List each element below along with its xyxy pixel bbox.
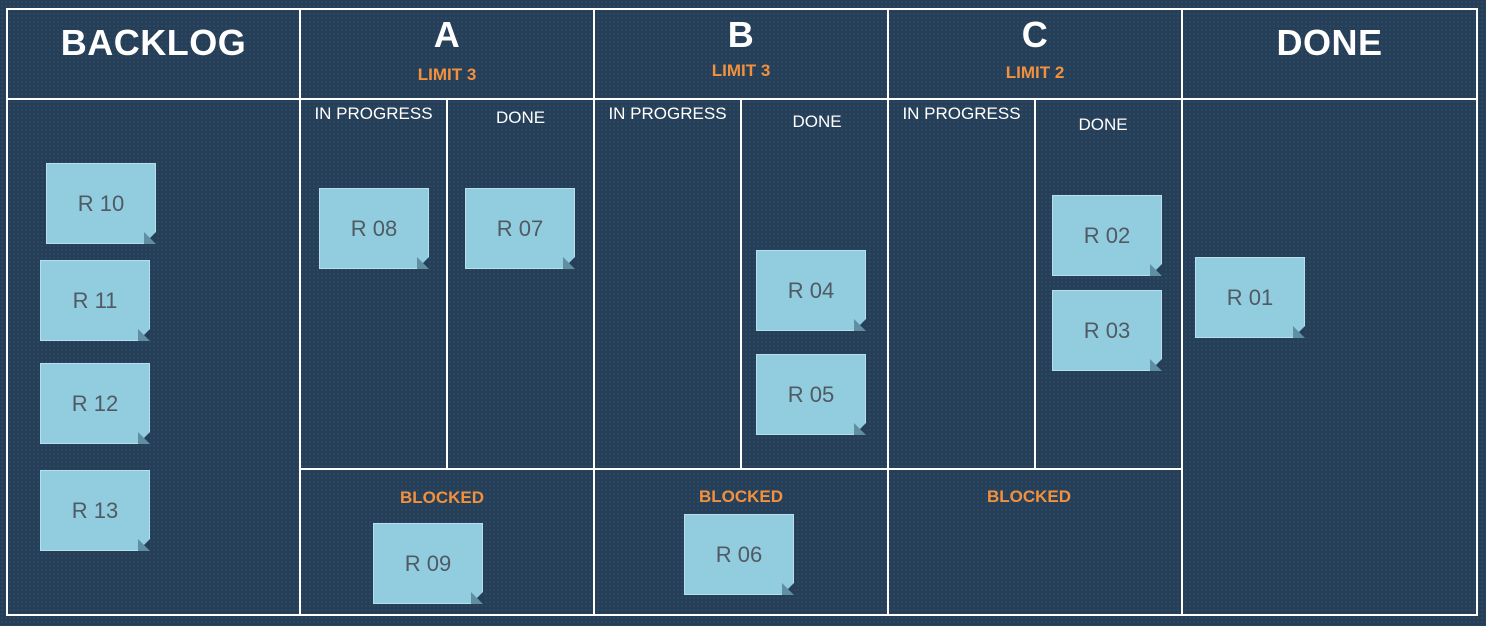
blocked-label-b: BLOCKED <box>698 487 784 506</box>
card-r13[interactable]: R 13 <box>40 470 150 551</box>
card-label: R 07 <box>496 215 544 241</box>
column-title-done: DONE <box>1276 22 1383 63</box>
card-r09[interactable]: R 09 <box>373 523 483 604</box>
limit-label-b: LIMIT 3 <box>711 61 771 80</box>
card-label: R 08 <box>350 215 398 241</box>
card-label: R 06 <box>715 541 763 567</box>
header-divider <box>6 98 1478 100</box>
subcolumn-done-a: DONE <box>495 108 546 127</box>
board-border-top <box>6 8 1478 10</box>
limit-label-a: LIMIT 3 <box>417 65 477 84</box>
subcolumn-divider-a <box>446 98 448 470</box>
subcolumn-done-c: DONE <box>1078 115 1128 134</box>
card-label: R 05 <box>787 381 835 407</box>
subcolumn-divider-c <box>1034 98 1036 470</box>
card-r01[interactable]: R 01 <box>1195 257 1305 338</box>
card-r03[interactable]: R 03 <box>1052 290 1162 371</box>
card-r12[interactable]: R 12 <box>40 363 150 444</box>
card-label: R 03 <box>1083 317 1131 343</box>
board-border-bottom <box>6 614 1478 616</box>
column-divider-1 <box>299 8 301 616</box>
subcolumn-divider-b <box>740 98 742 470</box>
card-r05[interactable]: R 05 <box>756 354 866 435</box>
limit-label-c: LIMIT 2 <box>1005 63 1065 82</box>
card-label: R 13 <box>71 497 119 523</box>
card-r10[interactable]: R 10 <box>46 163 156 244</box>
card-r08[interactable]: R 08 <box>319 188 429 269</box>
column-divider-2 <box>593 8 595 616</box>
card-label: R 11 <box>72 287 118 313</box>
column-title-c: C <box>1021 14 1049 55</box>
column-divider-4 <box>1181 8 1183 616</box>
board-border-left <box>6 8 8 616</box>
card-label: R 10 <box>77 190 125 216</box>
card-r04[interactable]: R 04 <box>756 250 866 331</box>
column-title-a: A <box>433 14 461 55</box>
subcolumn-in-progress-a: IN PROGRESS <box>314 104 433 123</box>
card-r07[interactable]: R 07 <box>465 188 575 269</box>
column-title-backlog: BACKLOG <box>60 22 247 63</box>
card-label: R 01 <box>1226 284 1274 310</box>
blocked-label-c: BLOCKED <box>986 487 1072 506</box>
column-divider-3 <box>887 8 889 616</box>
blocked-label-a: BLOCKED <box>399 488 485 507</box>
card-label: R 09 <box>404 550 452 576</box>
card-r02[interactable]: R 02 <box>1052 195 1162 276</box>
subcolumn-in-progress-c: IN PROGRESS <box>902 104 1021 123</box>
board-border-right <box>1476 8 1478 616</box>
column-title-b: B <box>727 14 755 55</box>
card-label: R 12 <box>71 390 119 416</box>
subcolumn-done-b: DONE <box>792 112 842 131</box>
card-label: R 02 <box>1083 222 1131 248</box>
card-r06[interactable]: R 06 <box>684 514 794 595</box>
subcolumn-in-progress-b: IN PROGRESS <box>608 104 727 123</box>
card-label: R 04 <box>787 277 835 303</box>
card-r11[interactable]: R 11 <box>40 260 150 341</box>
